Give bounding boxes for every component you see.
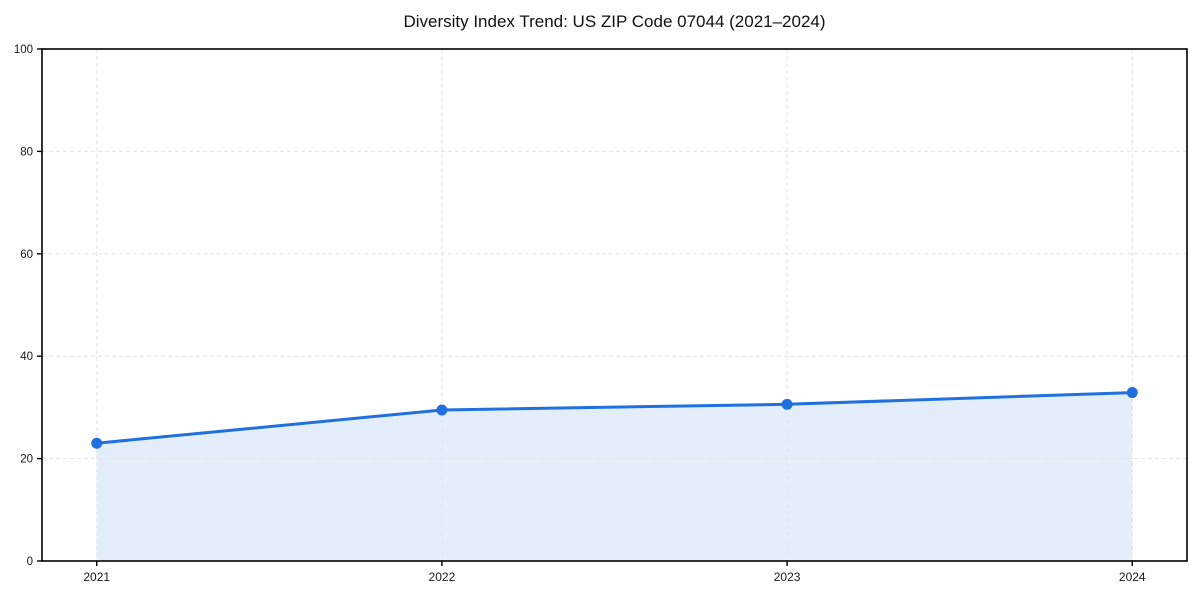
- y-tick-label: 20: [20, 454, 33, 466]
- y-tick-label: 40: [20, 351, 33, 363]
- y-tick-label: 0: [27, 556, 33, 568]
- x-tick-label: 2024: [1119, 570, 1146, 584]
- data-point-marker[interactable]: [91, 437, 103, 449]
- x-tick-label: 2023: [774, 570, 801, 584]
- series-area-fill: [96, 392, 1133, 561]
- plot-border: [41, 48, 1188, 562]
- y-tick-label: 80: [20, 146, 33, 158]
- x-tick-label: 2021: [83, 570, 110, 584]
- chart-title: Diversity Index Trend: US ZIP Code 07044…: [403, 12, 826, 31]
- data-point-marker[interactable]: [436, 404, 448, 416]
- x-tick-label: 2022: [429, 570, 456, 584]
- y-tick-label: 100: [14, 44, 33, 56]
- series-line: [95, 391, 1134, 445]
- data-point-marker[interactable]: [1126, 387, 1138, 399]
- y-tick-label: 60: [20, 249, 33, 261]
- data-point-marker[interactable]: [781, 398, 793, 410]
